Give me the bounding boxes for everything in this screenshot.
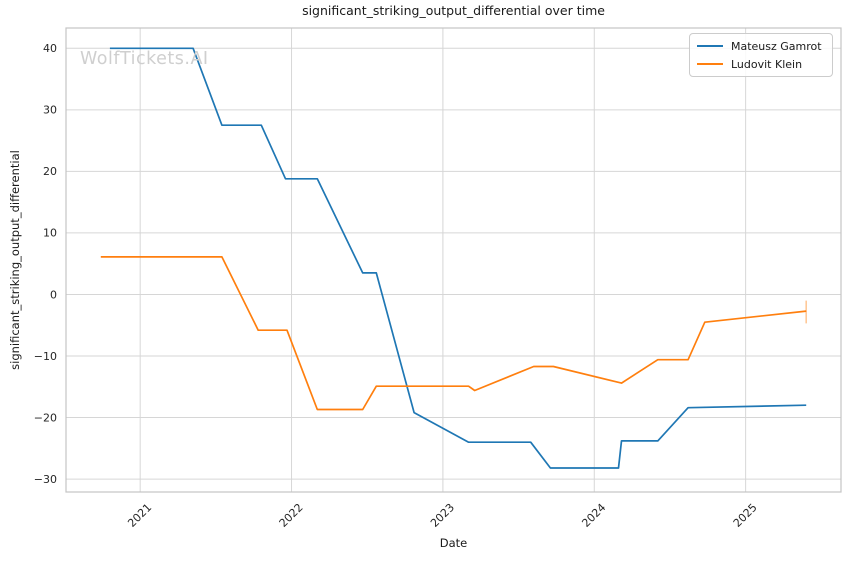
watermark: WolfTickets.AI bbox=[80, 49, 209, 69]
x-axis-label: Date bbox=[439, 536, 468, 550]
y-tick-label: −10 bbox=[34, 350, 57, 363]
y-tick-label: 40 bbox=[43, 42, 57, 55]
plot-frame bbox=[65, 27, 842, 493]
y-axis-label: significant_striking_output_differential bbox=[8, 150, 22, 370]
y-tick-label: 10 bbox=[43, 227, 57, 240]
legend-line-swatch-orange bbox=[697, 63, 723, 65]
legend-item-ludovit-klein: Ludovit Klein bbox=[697, 57, 824, 71]
legend-item-mateusz-gamrot: Mateusz Gamrot bbox=[697, 39, 824, 53]
x-tick-label: 2024 bbox=[579, 501, 608, 530]
legend-line-swatch-blue bbox=[697, 45, 723, 47]
y-tick-label: 30 bbox=[43, 104, 57, 117]
y-tick-label: 20 bbox=[43, 165, 57, 178]
legend-label-mateusz-gamrot: Mateusz Gamrot bbox=[731, 39, 822, 53]
x-tick-label: 2025 bbox=[731, 501, 760, 530]
x-tick-label: 2022 bbox=[277, 501, 306, 530]
x-tick-label: 2021 bbox=[125, 501, 154, 530]
series-line-mateusz-gamrot bbox=[109, 47, 807, 469]
chart-title: significant_striking_output_differential… bbox=[302, 3, 605, 18]
y-tick-label: 0 bbox=[50, 288, 57, 301]
legend-label-ludovit-klein: Ludovit Klein bbox=[731, 57, 803, 71]
series-line-ludovit-klein bbox=[100, 256, 807, 411]
x-tick-label: 2023 bbox=[428, 501, 457, 530]
legend: Mateusz Gamrot Ludovit Klein bbox=[689, 33, 833, 77]
y-tick-label: −20 bbox=[34, 411, 57, 424]
y-tick-label: −30 bbox=[34, 473, 57, 486]
